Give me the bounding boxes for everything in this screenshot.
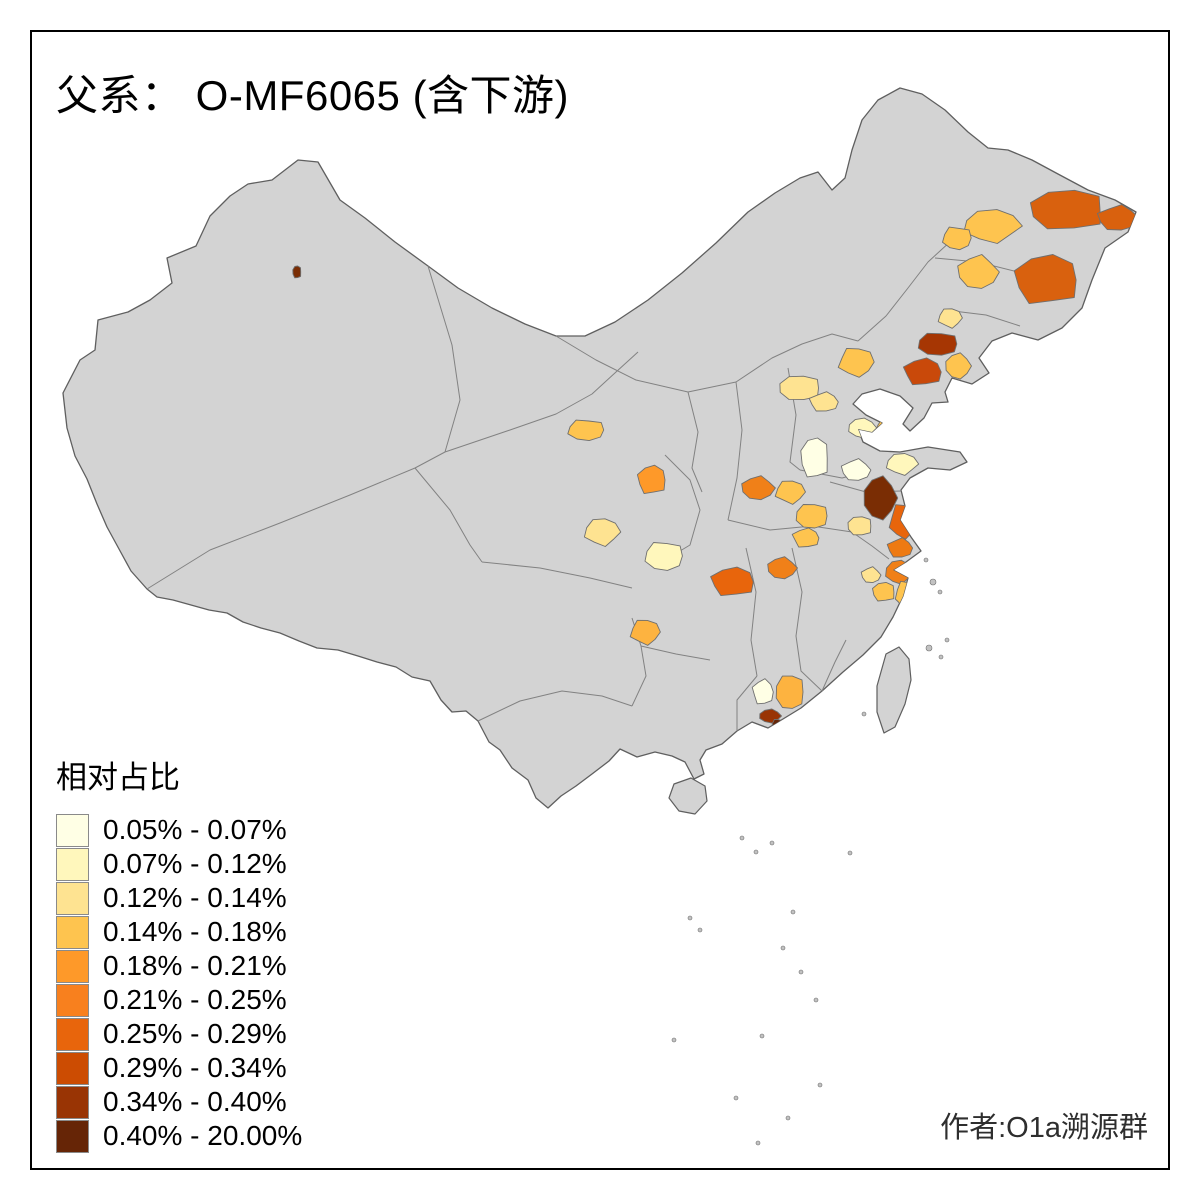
map-region-patch [774,480,806,505]
map-region-patch [860,566,882,584]
map-region-patch [583,518,622,547]
legend-label: 0.21% - 0.25% [103,984,287,1015]
legend-item: 0.29% - 0.34% [56,1051,302,1085]
map-region-patch [1013,254,1077,305]
legend-swatch [56,1051,89,1085]
legend-label: 0.07% - 0.12% [103,848,287,879]
map-region-patch [937,308,963,329]
map-region-patch [902,357,942,386]
map-region-patch [767,556,798,580]
legend-item: 0.25% - 0.29% [56,1017,302,1051]
map-region-patch [775,675,804,709]
map-region-patch [917,332,958,356]
author-credit: 作者:O1a溯源群 [940,1112,1148,1144]
map-region-patch [644,542,683,571]
legend-label: 0.12% - 0.14% [103,882,287,913]
legend-title: 相对占比 [56,760,180,795]
map-region-patch [567,419,605,442]
map-region-patch [847,516,872,536]
map-region-patch [292,265,302,279]
map-region-patch [957,254,1000,289]
legend-item: 0.21% - 0.25% [56,983,302,1017]
legend-item: 0.34% - 0.40% [56,1085,302,1119]
map-region-patch [863,475,899,521]
legend-label: 0.18% - 0.21% [103,950,287,981]
legend: 相对占比 0.05% - 0.07% 0.07% - 0.12% 0.12% - 0… [56,752,302,1153]
small-islands [671,557,950,1146]
map-region-patch [710,566,754,597]
legend-label: 0.05% - 0.07% [103,814,287,845]
legend-swatch [56,813,89,847]
map-region-patch [837,347,875,378]
map-land [62,87,1137,815]
map-region-patch [791,527,820,548]
map-region-patch [1029,189,1101,230]
page-title: 父系： O-MF6065 (含下游) [56,72,570,119]
hainan-island [668,777,708,815]
legend-item: 0.14% - 0.18% [56,915,302,949]
legend-label: 0.29% - 0.34% [103,1052,287,1083]
mainland [62,87,1137,809]
region-patches [292,189,1136,728]
map-region-patch [945,352,972,380]
map-region-patch [800,437,828,478]
legend-swatch [56,1085,89,1119]
legend-item: 0.40% - 20.00% [56,1119,302,1153]
taiwan-island [876,646,912,734]
map-region-patch [779,375,819,401]
legend-swatch [56,983,89,1017]
map-region-patch [808,391,839,412]
map-region-patch [741,475,776,501]
map-region-patch [795,504,828,529]
map-region-patch [1096,204,1136,231]
legend-item: 0.07% - 0.12% [56,847,302,881]
map-region-patch [636,464,666,495]
legend-swatch [56,1017,89,1051]
map-region-patch [942,226,972,251]
legend-label: 0.40% - 20.00% [103,1120,303,1151]
legend-swatch [56,915,89,949]
map-region-patch [886,537,914,558]
legend-swatch [56,1119,89,1153]
map-region-patch [874,419,902,438]
legend-label: 0.34% - 0.40% [103,1086,287,1117]
map-region-patch [885,453,920,476]
legend-item: 0.05% - 0.07% [56,813,302,847]
map-region-patch [751,678,774,705]
legend-label: 0.25% - 0.29% [103,1018,287,1049]
legend-swatch [56,881,89,915]
map-region-patch [840,458,872,481]
legend-label: 0.14% - 0.18% [103,916,287,947]
legend-items: 0.05% - 0.07% 0.07% - 0.12% 0.12% - 0.14% 0… [56,813,302,1153]
legend-swatch [56,847,89,881]
legend-item: 0.12% - 0.14% [56,881,302,915]
map-region-patch [629,619,661,646]
legend-swatch [56,949,89,983]
legend-item: 0.18% - 0.21% [56,949,302,983]
map-region-patch [963,209,1023,244]
map-region-patch [872,581,895,602]
